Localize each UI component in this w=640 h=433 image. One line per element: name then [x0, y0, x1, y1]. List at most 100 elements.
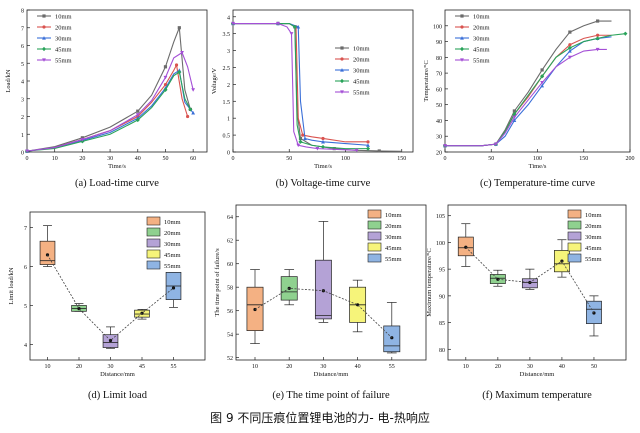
x-tick-label: 40 [355, 364, 361, 370]
data-point [596, 33, 600, 37]
y-tick-label: 2.5 [223, 66, 231, 72]
y-tick-label: 4 [21, 80, 24, 86]
series-line [26, 63, 189, 152]
data-point [366, 143, 370, 147]
y-tick-label: 3 [21, 97, 24, 103]
data-point [321, 136, 325, 141]
series-line [26, 51, 194, 152]
y-tick-label: 95 [439, 268, 445, 274]
data-point [596, 19, 600, 23]
x-tick-label: 20 [495, 364, 501, 370]
data-point [188, 107, 193, 112]
legend-label: 10mm [353, 46, 370, 53]
legend-label: 20mm [55, 25, 72, 32]
data-point [332, 147, 336, 151]
data-point [42, 58, 46, 62]
data-point [595, 47, 600, 52]
legend-label: 45mm [164, 252, 181, 259]
series-line [26, 69, 194, 152]
y-tick-label: 20 [436, 151, 442, 157]
legend-swatch [567, 220, 582, 230]
data-point [42, 36, 46, 40]
series-line [26, 71, 191, 152]
legend-swatch [567, 242, 582, 252]
y-tick-label: 50 [436, 103, 442, 109]
series-line [233, 22, 368, 143]
x-tick-label: 10 [52, 156, 58, 162]
x-tick-label: 30 [320, 364, 326, 370]
y-tick-label: 60 [436, 87, 442, 93]
legend-label: 55mm [473, 58, 490, 65]
data-point [42, 14, 46, 18]
y-tick-label: 0.5 [223, 134, 231, 140]
legend-label: 30mm [55, 36, 72, 43]
y-tick-label: 40 [436, 119, 442, 125]
legend-label: 45mm [585, 245, 602, 252]
x-tick-label: 55 [389, 364, 395, 370]
y-tick-label: 1 [21, 133, 24, 139]
legend-swatch [146, 249, 161, 259]
mean-point [496, 277, 500, 281]
y-tick-label: 80 [439, 348, 445, 354]
data-point [296, 24, 301, 29]
y-axis-title: Maximum temperature/°C [426, 248, 433, 317]
data-point [174, 63, 179, 67]
x-tick-label: 0 [444, 156, 447, 162]
y-tick-label: 6 [21, 44, 24, 50]
data-point [460, 25, 464, 29]
legend-label: 45mm [55, 47, 72, 54]
x-tick-label: 200 [626, 156, 635, 162]
data-point [568, 30, 572, 34]
legend-label: 20mm [585, 223, 602, 230]
x-tick-label: 150 [579, 156, 588, 162]
legend-swatch [367, 242, 382, 252]
y-tick-label: 7 [21, 26, 24, 32]
data-point [80, 137, 85, 142]
x-axis-title: Distance/mm [520, 371, 555, 378]
legend-swatch [367, 220, 382, 230]
x-tick-label: 40 [559, 364, 565, 370]
legend-swatch [146, 260, 161, 270]
legend-label: 10mm [164, 219, 181, 226]
y-tick-label: 0 [21, 151, 24, 157]
y-tick-label: 105 [436, 214, 445, 220]
data-point [567, 55, 572, 60]
data-point [540, 80, 545, 85]
data-point [459, 46, 465, 52]
plot-frame [232, 9, 414, 153]
series-line [445, 48, 607, 147]
data-point [493, 142, 498, 147]
y-tick-label: 100 [436, 241, 445, 247]
y-tick-label: 58 [227, 286, 233, 292]
x-axis-title: Time/s [314, 163, 332, 170]
box [39, 240, 56, 265]
y-tick-label: 70 [436, 72, 442, 78]
x-tick-label: 20 [79, 156, 85, 162]
line-chart-2: 0 0.5 1 1.5 2 2.5 3 3.5 4 0 50 100 150 Time/s Voltage/… [211, 9, 414, 189]
series-line [445, 34, 612, 147]
panel-caption: (b) Voltage-time curve [276, 178, 371, 189]
data-point [191, 88, 196, 92]
y-tick-label: 2 [21, 115, 24, 121]
data-point [163, 87, 168, 92]
data-point [41, 46, 47, 52]
legend-swatch [367, 231, 382, 241]
data-point [366, 140, 370, 144]
legend-swatch [367, 209, 382, 219]
x-tick-label: 100 [341, 156, 350, 162]
legend-label: 55mm [353, 90, 370, 97]
legend-label: 55mm [585, 256, 602, 263]
legend-label: 45mm [473, 47, 490, 54]
data-point [292, 24, 297, 29]
data-point [567, 45, 572, 50]
panel-caption: (a) Load-time curve [75, 178, 159, 189]
x-tick-label: 20 [76, 364, 82, 370]
x-tick-label: 50 [591, 364, 597, 370]
data-point [460, 14, 464, 18]
legend-label: 30mm [385, 234, 402, 241]
data-point [163, 82, 168, 87]
legend-label: 10mm [585, 212, 602, 219]
legend-label: 30mm [585, 234, 602, 241]
data-point [365, 146, 371, 151]
